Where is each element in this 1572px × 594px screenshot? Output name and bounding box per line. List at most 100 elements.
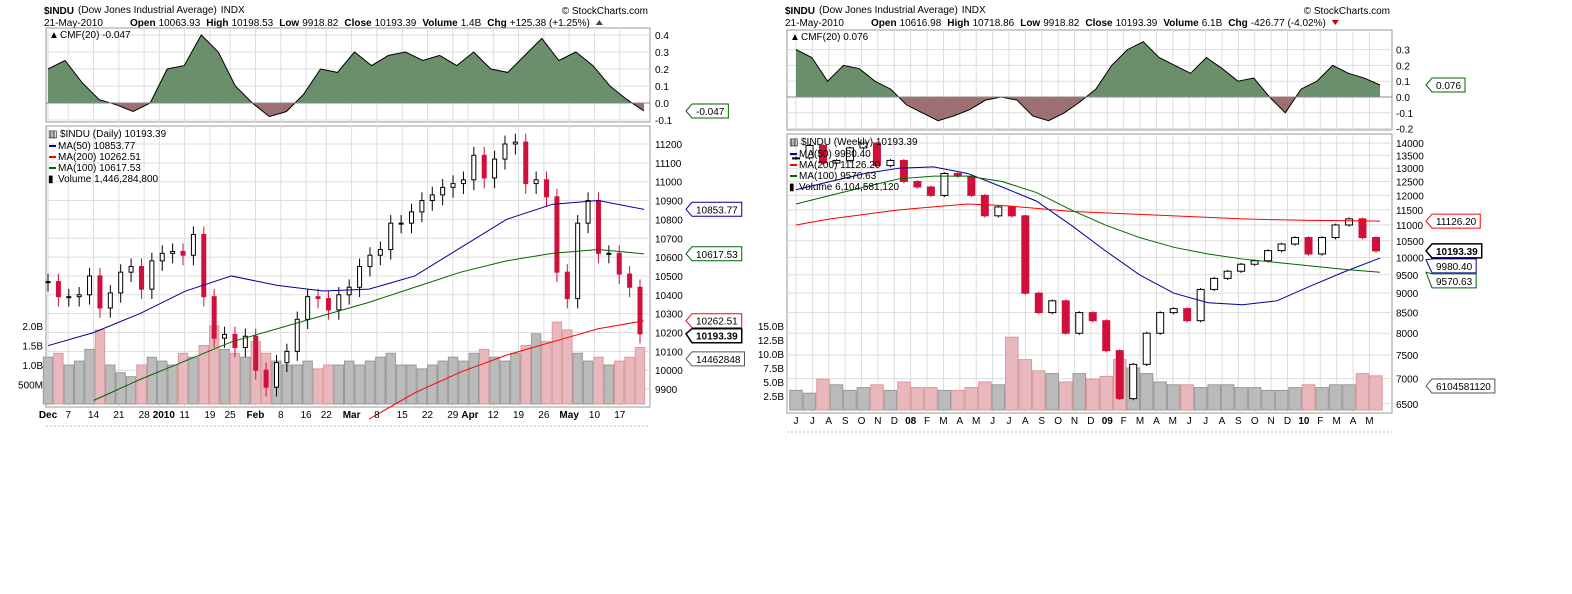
candle-up (398, 222, 404, 225)
price-tick-label: 12500 (1396, 178, 1424, 189)
candle-up (460, 179, 466, 185)
price-tick-label: 6500 (1396, 400, 1419, 411)
legend-item: MA(200) 11126.20 (799, 160, 881, 171)
price-tick-label: 11100 (655, 159, 682, 170)
candle-up (242, 335, 248, 349)
candle-down (926, 186, 935, 196)
volume-bar (323, 364, 334, 405)
candle-up (222, 333, 228, 339)
x-tick-label: 25 (225, 410, 237, 421)
candle-up (273, 362, 279, 388)
value-tag (1425, 213, 1481, 229)
x-tick-label: S (1235, 416, 1242, 427)
price-tick-label: 10300 (655, 310, 683, 321)
volume-bar (489, 356, 500, 405)
candle-up (294, 318, 300, 352)
volume-bar (136, 364, 147, 405)
candle-up (471, 154, 477, 181)
candle-up (1210, 277, 1219, 290)
legend-item: MA(100) 9570.63 (799, 171, 877, 182)
volume-bar (1274, 389, 1289, 411)
volume-bar (816, 378, 830, 411)
price-tick-label: 10700 (655, 234, 683, 245)
volume-bar (603, 364, 615, 405)
cmf-line (795, 41, 1381, 122)
quote-low-label: Low (1020, 18, 1040, 29)
quote-high-value: 10718.86 (973, 18, 1015, 29)
value-tag (1425, 258, 1477, 274)
x-tick-label: A (1350, 416, 1357, 427)
candle-down (211, 296, 217, 339)
volume-bar (856, 387, 871, 411)
x-tick-label: A (825, 416, 832, 427)
value-tag (1425, 271, 1477, 289)
price-frame (786, 133, 1393, 414)
x-tick-label: A (1022, 416, 1029, 427)
candle-down (595, 200, 601, 254)
price-tick-label: 8000 (1396, 329, 1419, 340)
cmf-tick-label: 0.0 (655, 99, 669, 110)
volume-bar (177, 352, 189, 405)
volume-bar (1355, 373, 1370, 411)
candle-up (585, 200, 591, 224)
x-tick-label: 16 (300, 410, 312, 421)
x-tick-label: A (1219, 416, 1226, 427)
candle-up (336, 294, 342, 311)
candle-up (357, 266, 363, 288)
candle-down (325, 298, 331, 311)
candle-up (832, 159, 841, 164)
volume-bar (910, 387, 925, 411)
quote-chg-label: Chg (487, 18, 506, 29)
down-arrow-icon (1331, 20, 1339, 25)
volume-bar (964, 387, 979, 411)
quote-open-value: 10616.98 (900, 18, 942, 29)
value-tag-text: 10193.39 (1436, 247, 1478, 258)
cmf-value-tag (1425, 77, 1466, 93)
candle-down (544, 179, 550, 198)
price-tick-label: 10800 (655, 215, 683, 226)
volume-tick-label: 10.0B (758, 350, 784, 361)
ma50-line (795, 166, 1381, 306)
price-tick-label: 9000 (1396, 289, 1419, 300)
volume-bar (1099, 375, 1113, 411)
volume-bar (198, 345, 209, 405)
volume-bar (1072, 373, 1086, 411)
cmf-chart-icon: ▲ (790, 32, 800, 43)
quote-low-label: Low (279, 18, 299, 29)
volume-bar (219, 348, 230, 405)
x-tick-label: S (1038, 416, 1045, 427)
cmf-value-tag (685, 103, 729, 119)
ma50-line (47, 200, 645, 347)
value-tag-text: 14462848 (696, 355, 741, 366)
cmf-tick-label: 0.4 (655, 31, 669, 42)
candle-down (627, 273, 633, 288)
volume-bar (499, 360, 511, 405)
volume-bar (125, 376, 137, 405)
quote-open-label: Open (130, 18, 156, 29)
cmf-panel: 0.4 0.3 0.2 0.1 0.0 -0.1 ▲ CMF(20) -0.047 -0.047 (45, 27, 729, 127)
cmf-tick-label: 0.1 (655, 82, 669, 93)
candle-down (1034, 292, 1043, 314)
x-tick-label: 14 (88, 410, 100, 421)
candle-up (87, 275, 93, 296)
volume-bar (157, 360, 168, 405)
volume-tick-label: 15.0B (758, 322, 784, 333)
volume-bar (572, 352, 583, 405)
volume-bar (1153, 381, 1167, 411)
volume-bar (530, 333, 542, 405)
candle-down (1102, 320, 1111, 352)
candle-down (263, 369, 269, 388)
candle-down (201, 233, 207, 298)
volume-bars-icon: ▮ (789, 182, 795, 193)
candle-down (980, 194, 989, 217)
candle-up (305, 296, 311, 320)
price-label: $INDU (Daily) 10193.39 (60, 129, 167, 140)
x-tick-label: 09 (1102, 416, 1114, 427)
x-tick-label: 7 (65, 410, 71, 421)
candle-up (419, 200, 425, 213)
cmf-negative-area (796, 97, 1380, 121)
x-tick-label: A (1153, 416, 1160, 427)
candle-up (1169, 308, 1178, 314)
volume-bar (1139, 373, 1154, 411)
candle-up (388, 222, 394, 251)
